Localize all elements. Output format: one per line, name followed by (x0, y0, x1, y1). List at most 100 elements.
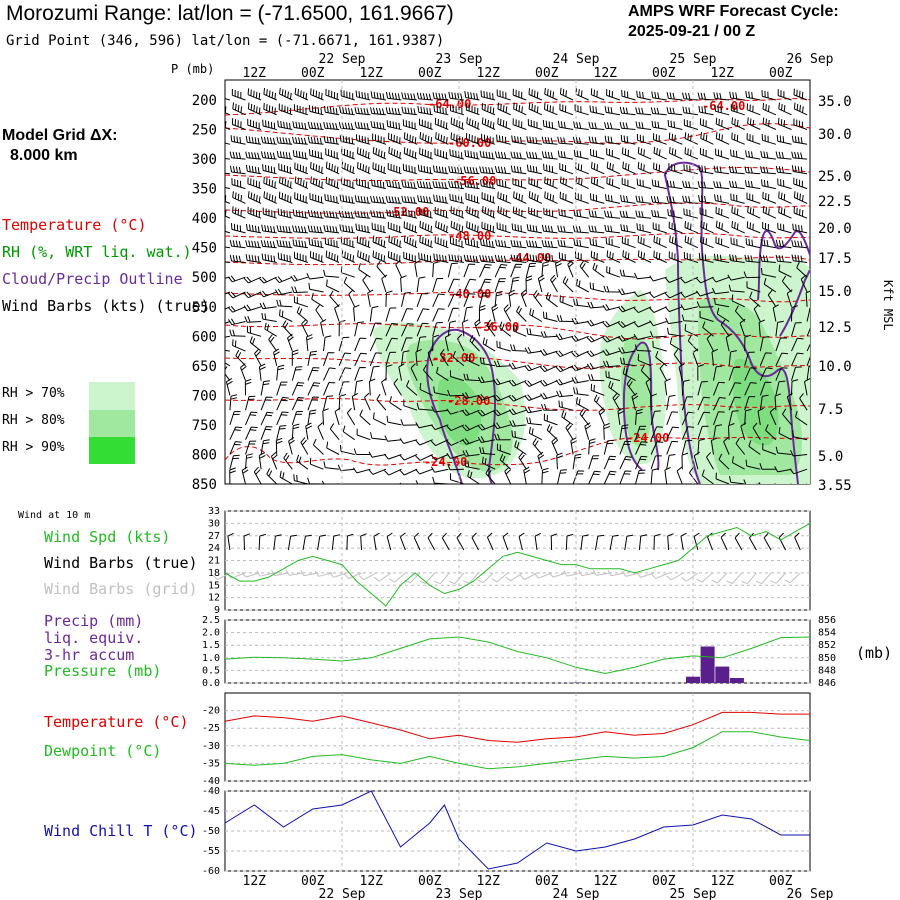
wind-barb-874 (229, 426, 243, 440)
rh70-swatch (89, 382, 135, 410)
wind-barb-745 (571, 376, 589, 384)
wind-barb-259 (697, 181, 714, 190)
wind-barb-861 (617, 407, 625, 425)
wind-barb-987 (789, 468, 808, 475)
temperature-tick--20: -20 (202, 706, 220, 717)
wind-barb-712 (655, 351, 668, 367)
wind-barb-8 (340, 89, 355, 101)
wind-barb-640 (720, 319, 730, 337)
wind-barb-977 (650, 455, 662, 470)
wind-barb-997 (369, 483, 371, 484)
legend-wind-barbs-true: Wind Barbs (true) (44, 554, 198, 572)
wind-barb-621 (432, 322, 443, 337)
wind-barb-717 (744, 351, 755, 366)
wind-barb-393 (419, 235, 433, 249)
surface-barb-true-49 (456, 532, 465, 551)
wind-barb-864 (666, 411, 679, 426)
wind-barb-505 (400, 275, 407, 293)
wind-barb-535 (259, 302, 277, 310)
wind-barb-434 (463, 254, 480, 263)
height-tick-6: 15.0 (818, 284, 852, 300)
wind-barb-565 (731, 294, 745, 308)
wind-barb-831 (744, 396, 756, 411)
wind-barb-916 (288, 436, 295, 455)
wind-barb-714 (692, 348, 699, 366)
top-tick-3: 00Z (418, 66, 442, 81)
wind-barb-641 (739, 318, 746, 337)
wind-barb-597 (633, 321, 652, 328)
wind-speed-tick-27: 27 (208, 531, 220, 542)
wind-barb-645 (806, 327, 810, 337)
surface-barb-grid-31 (358, 572, 377, 581)
wind-barb-588 (503, 304, 512, 322)
wind-barb-563 (696, 301, 714, 308)
wind-barb-787 (645, 377, 652, 396)
wind-barb-600 (681, 314, 698, 322)
wind-barb-196 (310, 161, 324, 175)
wind-barb-569 (805, 290, 810, 307)
wind-barb-159 (325, 148, 340, 160)
pressure-tick-labels: 200 250 300 350 400 450 500 550 600 650 700 750 800 8… (192, 93, 217, 493)
wind-barb-699 (452, 350, 465, 367)
wind-barb-871 (769, 407, 777, 426)
wind-barb-94 (497, 117, 511, 130)
wind-barb-186 (745, 150, 761, 160)
wind-barb-191 (229, 165, 246, 175)
height-tick-11: 3.55 (818, 478, 852, 494)
wind-barb-424 (309, 251, 324, 263)
wind-barb-584 (447, 307, 460, 322)
wind-barb-614 (320, 318, 327, 337)
height-tick-1: 30.0 (818, 127, 852, 143)
wind-barb-230 (247, 177, 262, 190)
wind-barb-404 (589, 238, 605, 249)
wind-barb-815 (477, 409, 496, 417)
wind-barb-574 (279, 309, 293, 322)
surface-barb-true-7 (258, 533, 267, 551)
surface-barb-grid-76 (578, 569, 596, 577)
wind-barb-439 (542, 253, 558, 263)
wind-barb-769 (368, 378, 376, 396)
surface-barb-true-61 (518, 532, 525, 551)
wind-barb-295 (666, 195, 683, 204)
wind-barb-838 (260, 411, 274, 426)
surface-barb-true-25 (346, 533, 354, 551)
wind-barb-583 (432, 308, 445, 322)
wind-barb-798 (229, 394, 238, 411)
wind-barb-514 (537, 274, 545, 293)
grid-point-subtitle: Grid Point (346, 596) lat/lon = (-71.667… (6, 33, 445, 49)
wind-barb-734 (410, 363, 418, 381)
surface-barb-true-58 (502, 532, 509, 551)
precip-bar-4 (729, 678, 744, 683)
wind-barb-163 (388, 146, 402, 160)
wind-barb-983 (731, 456, 745, 470)
pressure-tick-852: 852 (818, 640, 836, 651)
wind-barb-716 (728, 350, 737, 366)
wind-barb-501 (326, 279, 340, 293)
wind-barb-476 (541, 261, 550, 278)
wind-barb-695 (401, 350, 410, 366)
wind-barb-149 (761, 133, 777, 145)
wind-barb-156 (276, 150, 293, 160)
wind-barb-139 (604, 135, 620, 145)
wind-barb-609 (229, 329, 246, 337)
wind-barb-374 (715, 220, 730, 234)
contour-label-36: -36.00 (476, 320, 519, 334)
wind-barb-956 (309, 457, 324, 470)
wind-barb-722 (225, 364, 231, 381)
wind-barb-419 (229, 254, 246, 263)
wind-barb-845 (359, 409, 371, 426)
wind-barb-66 (650, 107, 667, 116)
wind-barb-538 (311, 292, 324, 308)
wind-barb-746 (587, 374, 605, 382)
wind-barb-602 (716, 307, 730, 322)
wind-speed-frame (224, 510, 811, 611)
wind-barb-46 (339, 106, 355, 116)
bottom-tick-2: 12Z (360, 874, 384, 889)
wind-barb-698 (439, 348, 449, 367)
wind-barb-618 (385, 323, 398, 337)
wind-barb-747 (605, 370, 621, 382)
wind-barb-5 (294, 87, 309, 101)
wind-barb-49 (385, 107, 402, 116)
wind-barb-233 (294, 176, 309, 190)
